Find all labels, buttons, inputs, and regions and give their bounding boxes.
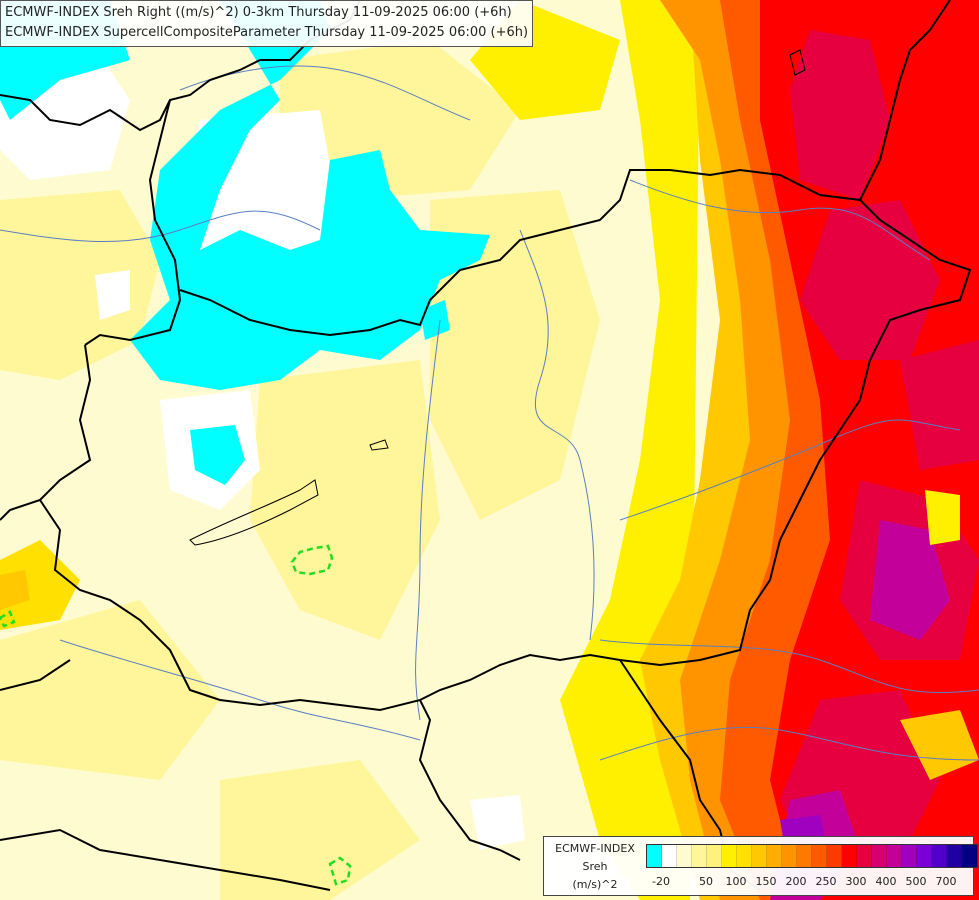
legend-swatch: [842, 845, 857, 867]
legend-swatch: [932, 845, 947, 867]
legend-tick-label: 700: [935, 875, 957, 888]
legend-title: ECMWF-INDEX: [555, 842, 635, 855]
legend-unit: (m/s)^2: [572, 878, 618, 891]
red-field: [760, 0, 979, 900]
legend-swatch: [947, 845, 962, 867]
legend-tick-label: 50: [699, 875, 713, 888]
gold-patch-west: [0, 570, 30, 610]
lakes: [189, 49, 806, 546]
yellow-band: [470, 0, 700, 900]
legend-tick-labels: -20 50 100 150 200 250 300 400 500 700: [646, 875, 966, 889]
map-title-line-2: ECMWF-INDEX SupercellCompositeParameter …: [5, 25, 529, 40]
legend-tick-label: 300: [845, 875, 867, 888]
legend-swatch: [647, 845, 662, 867]
legend-swatch: [902, 845, 917, 867]
legend-tick-label: 150: [755, 875, 777, 888]
legend-tick-label: 200: [785, 875, 807, 888]
legend-swatch: [752, 845, 767, 867]
legend-swatch: [782, 845, 797, 867]
legend-color-bar: [646, 844, 978, 868]
scp-contours: [0, 544, 352, 886]
legend-tick-label: 500: [905, 875, 927, 888]
map-title-box: ECMWF-INDEX Sreh Right ((m/s)^2) 0-3km T…: [0, 0, 534, 47]
legend-tick-label: 250: [815, 875, 837, 888]
legend-swatch: [797, 845, 812, 867]
legend-swatch: [872, 845, 887, 867]
legend-tick-label: 100: [725, 875, 747, 888]
legend-swatch: [887, 845, 902, 867]
legend-swatch: [707, 845, 722, 867]
legend-swatch: [857, 845, 872, 867]
legend-swatch: [812, 845, 827, 867]
legend-swatch: [827, 845, 842, 867]
legend-swatch: [737, 845, 752, 867]
legend-swatch: [767, 845, 782, 867]
color-legend: ECMWF-INDEX Sreh (m/s)^2 -20 50 100 150 200 2…: [543, 836, 978, 896]
legend-tick-label: 400: [875, 875, 897, 888]
legend-swatch: [917, 845, 932, 867]
yellow-patch-west: [0, 540, 80, 630]
legend-swatch: [662, 845, 677, 867]
legend-swatch: [692, 845, 707, 867]
legend-swatch: [722, 845, 737, 867]
gold-spot-east: [900, 710, 979, 780]
legend-variable: Sreh: [582, 860, 608, 873]
light-yellow-field: [0, 40, 600, 900]
legend-tick-label: -20: [652, 875, 670, 888]
legend-swatch: [962, 845, 977, 867]
legend-swatch: [677, 845, 692, 867]
map-title-line-1: ECMWF-INDEX Sreh Right ((m/s)^2) 0-3km T…: [5, 5, 512, 20]
yellow-spot-east: [925, 490, 960, 545]
